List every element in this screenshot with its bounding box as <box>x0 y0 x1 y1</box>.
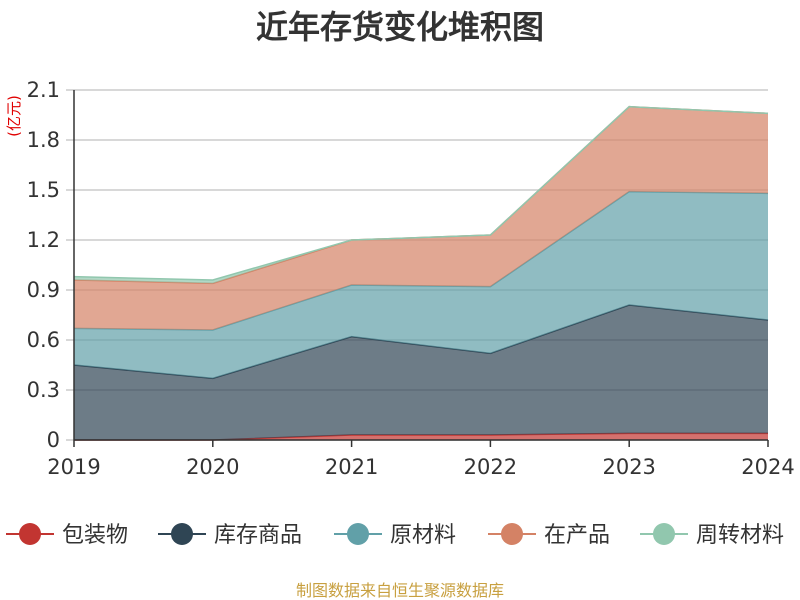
legend-marker <box>171 523 193 545</box>
source-note: 制图数据来自恒生聚源数据库 <box>296 581 504 600</box>
area-series-3 <box>74 106 768 331</box>
y-tick-label: 0.3 <box>27 378 60 402</box>
y-axis-unit: (亿元) <box>5 95 23 137</box>
legend-item-4[interactable]: 周转材料 <box>640 523 784 548</box>
legend-item-3[interactable]: 在产品 <box>488 523 610 548</box>
legend-label: 原材料 <box>390 523 456 548</box>
legend-item-1[interactable]: 库存商品 <box>158 523 302 548</box>
legend-item-2[interactable]: 原材料 <box>334 523 456 548</box>
x-tick-label: 2022 <box>464 455 517 479</box>
legend-label: 在产品 <box>544 523 610 548</box>
area-series-2 <box>74 191 768 379</box>
legend-marker <box>501 523 523 545</box>
x-tick-label: 2024 <box>741 455 794 479</box>
y-tick-label: 0.6 <box>27 328 60 352</box>
legend-item-0[interactable]: 包装物 <box>6 523 128 548</box>
y-tick-label: 1.8 <box>27 128 60 152</box>
chart-title: 近年存货变化堆积图 <box>256 8 544 46</box>
legend-marker <box>19 523 41 545</box>
area-series-1 <box>74 305 768 440</box>
y-tick-label: 1.5 <box>27 178 60 202</box>
x-tick-label: 2023 <box>602 455 655 479</box>
y-tick-label: 0 <box>47 428 60 452</box>
legend-marker <box>653 523 675 545</box>
x-tick-labels: 2019 2020 2021 2022 2023 2024 <box>47 440 795 479</box>
x-tick-label: 2020 <box>186 455 239 479</box>
x-tick-label: 2021 <box>325 455 378 479</box>
y-tick-label: 1.2 <box>27 228 60 252</box>
stacked-areas <box>73 105 769 441</box>
series-line-4 <box>73 105 769 281</box>
legend-label: 包装物 <box>62 523 128 548</box>
y-tick-label: 2.1 <box>27 78 60 102</box>
area-series-0 <box>74 433 768 440</box>
legend: 包装物 库存商品 原材料 在产品 周转材料 <box>6 523 784 548</box>
legend-label: 库存商品 <box>214 523 302 548</box>
axes <box>73 90 768 441</box>
legend-label: 周转材料 <box>696 523 784 548</box>
legend-marker <box>347 523 369 545</box>
x-tick-label: 2019 <box>47 455 100 479</box>
y-tick-label: 0.9 <box>27 278 60 302</box>
y-tick-labels: 0 0.3 0.6 0.9 1.2 1.5 1.8 2.1 <box>27 78 60 452</box>
